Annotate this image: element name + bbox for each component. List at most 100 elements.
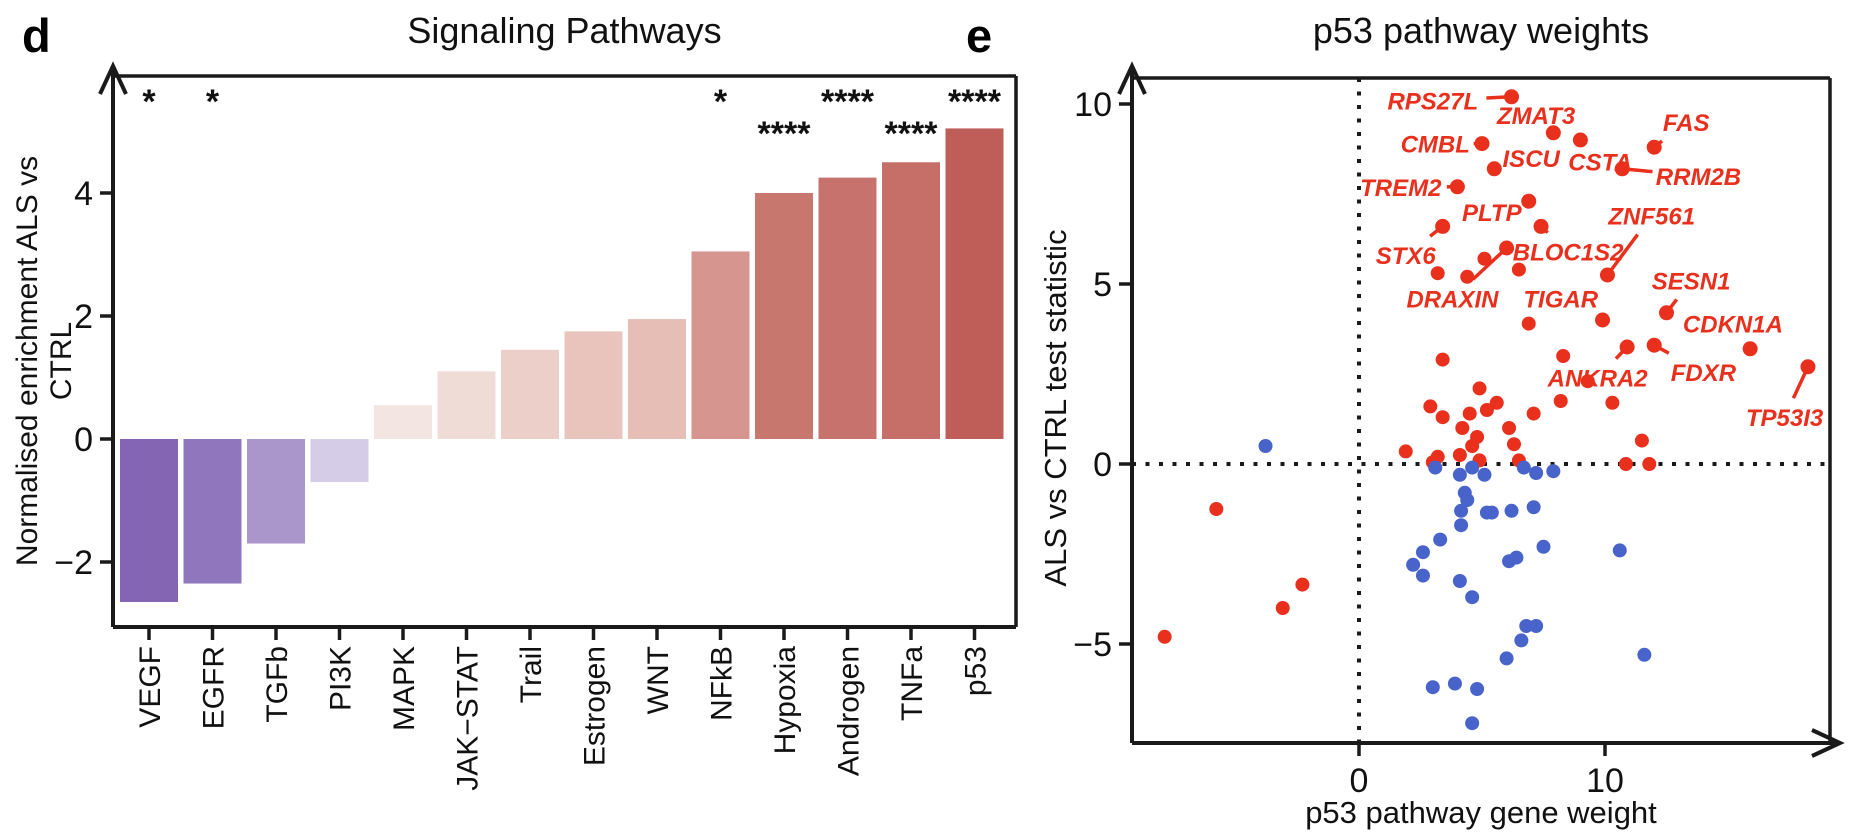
- bar-NFkB: [691, 251, 750, 439]
- scatter-point-blue: [1529, 466, 1544, 480]
- panel-e-y-tick-label: 10: [1074, 86, 1112, 124]
- scatter-point-blue: [1529, 619, 1544, 633]
- scatter-point-red: [1465, 439, 1480, 453]
- scatter-point-RRM2B: [1614, 161, 1630, 177]
- gene-label-ISCU: ISCU: [1503, 146, 1561, 173]
- scatter-point-blue: [1454, 503, 1469, 518]
- gene-label-TREM2: TREM2: [1360, 175, 1442, 202]
- gene-label-SESN1: SESN1: [1652, 268, 1731, 295]
- x-tick-label-PI3K: PI3K: [325, 646, 358, 711]
- bar-Hypoxia: [755, 193, 813, 439]
- scatter-point-CDKN1A: [1742, 341, 1758, 357]
- gene-label-PLTP: PLTP: [1462, 200, 1523, 227]
- scatter-point-red: [1209, 502, 1224, 516]
- scatter-point-blue: [1433, 532, 1448, 547]
- scatter-point-red: [1553, 394, 1568, 408]
- bar-VEGF: [120, 439, 178, 602]
- bar-Trail: [501, 349, 559, 439]
- significance-stars-VEGF: *: [142, 83, 156, 121]
- x-tick-label-EGFR: EGFR: [198, 646, 231, 729]
- scatter-point-STX6: [1435, 218, 1451, 234]
- scatter-point-red: [1435, 352, 1450, 367]
- scatter-point-PLTP: [1521, 193, 1537, 209]
- panel-d-title: Signaling Pathways: [407, 10, 722, 51]
- panel-e-x-axis-label: p53 pathway gene weight: [1305, 795, 1657, 830]
- gene-label-FDXR: FDXR: [1671, 360, 1737, 387]
- scatter-point-BLOC1S2: [1533, 218, 1549, 234]
- scatter-point-blue: [1470, 682, 1485, 696]
- scatter-point-red: [1455, 421, 1470, 435]
- panel-e-x-tick-label: 0: [1350, 762, 1369, 800]
- x-tick-label-p53: p53: [960, 646, 993, 696]
- scatter-point-red: [1618, 457, 1633, 471]
- gene-label-ZMAT3: ZMAT3: [1496, 103, 1576, 130]
- scatter-point-blue: [1465, 460, 1480, 475]
- scatter-point-blue: [1519, 619, 1534, 633]
- scatter-point-red: [1462, 406, 1477, 421]
- scatter-point-red: [1472, 381, 1487, 396]
- bar-PI3K: [310, 439, 369, 483]
- gene-label-RRM2B: RRM2B: [1656, 164, 1741, 191]
- scatter-point-blue: [1536, 539, 1551, 554]
- x-tick-label-MAPK: MAPK: [388, 646, 421, 731]
- bar-MAPK: [374, 405, 432, 439]
- panel-e-x-tick-label: 10: [1586, 762, 1624, 800]
- gene-label-ZNF561: ZNF561: [1607, 204, 1695, 231]
- scatter-point-red: [1489, 395, 1504, 410]
- gene-label-CMBL: CMBL: [1401, 132, 1470, 159]
- scatter-point-blue: [1504, 503, 1519, 518]
- bar-EGFR: [183, 439, 242, 584]
- scatter-point-red: [1605, 395, 1620, 410]
- scatter-point-TIGAR: [1595, 312, 1611, 328]
- panel-e-y-tick-label: 0: [1093, 446, 1112, 484]
- scatter-point-red: [1275, 601, 1290, 615]
- scatter-point-blue: [1516, 460, 1531, 475]
- scatter-point-FAS: [1646, 139, 1662, 155]
- scatter-point-DRAXIN: [1499, 240, 1515, 256]
- panel-e-y-tick-label: −5: [1073, 626, 1112, 664]
- x-tick-label-Trail: Trail: [515, 646, 548, 703]
- scatter-point-ZNF561: [1599, 267, 1615, 283]
- scatter-point-blue: [1406, 557, 1421, 572]
- panel-letter-d: d: [22, 9, 51, 62]
- panel-d-y-tick-label: −2: [54, 544, 93, 582]
- scatter-point-blue: [1415, 545, 1430, 560]
- scatter-point-red: [1511, 262, 1526, 277]
- x-tick-label-TNFa: TNFa: [896, 646, 929, 721]
- scatter-point-blue: [1460, 493, 1475, 507]
- bar-TGFb: [247, 439, 305, 544]
- scatter-point-SESN1: [1659, 305, 1674, 321]
- scatter-point-blue: [1514, 633, 1529, 648]
- scatter-point-blue: [1465, 716, 1480, 731]
- scatter-point-red: [1452, 448, 1467, 462]
- x-tick-label-TGFb: TGFb: [261, 646, 294, 723]
- scatter-point-CSTA: [1572, 132, 1588, 148]
- scatter-point-ANKRA2: [1619, 339, 1635, 355]
- scatter-point-blue: [1612, 543, 1627, 558]
- panel-d-y-axis-arrow: [98, 61, 128, 95]
- scatter-point-blue: [1499, 651, 1514, 666]
- panel-d-y-tick-label: 4: [74, 175, 93, 213]
- bar-JAK−STAT: [437, 371, 496, 439]
- scatter-point-red: [1435, 410, 1450, 425]
- x-tick-label-WNT: WNT: [642, 646, 675, 714]
- gene-label-CDKN1A: CDKN1A: [1683, 312, 1783, 339]
- scatter-point-RPS27L: [1504, 89, 1520, 105]
- scatter-point-CMBL: [1474, 136, 1490, 152]
- scatter-point-blue: [1484, 505, 1499, 520]
- leader-line-ZNF561: [1606, 233, 1639, 277]
- scatter-point-red: [1556, 349, 1571, 363]
- scatter-point-red: [1460, 269, 1475, 284]
- x-tick-label-Androgen: Androgen: [833, 646, 866, 776]
- bar-Estrogen: [564, 331, 623, 439]
- leader-line-DRAXIN: [1471, 246, 1508, 281]
- scatter-point-blue: [1454, 518, 1469, 533]
- panel-e-title: p53 pathway weights: [1312, 10, 1650, 51]
- x-tick-label-JAK−STAT: JAK−STAT: [452, 646, 485, 791]
- scatter-point-blue: [1509, 550, 1524, 565]
- scatter-point-blue: [1465, 590, 1480, 605]
- scatter-point-blue: [1452, 574, 1467, 588]
- scatter-point-blue: [1428, 460, 1443, 475]
- scatter-point-red: [1157, 629, 1172, 644]
